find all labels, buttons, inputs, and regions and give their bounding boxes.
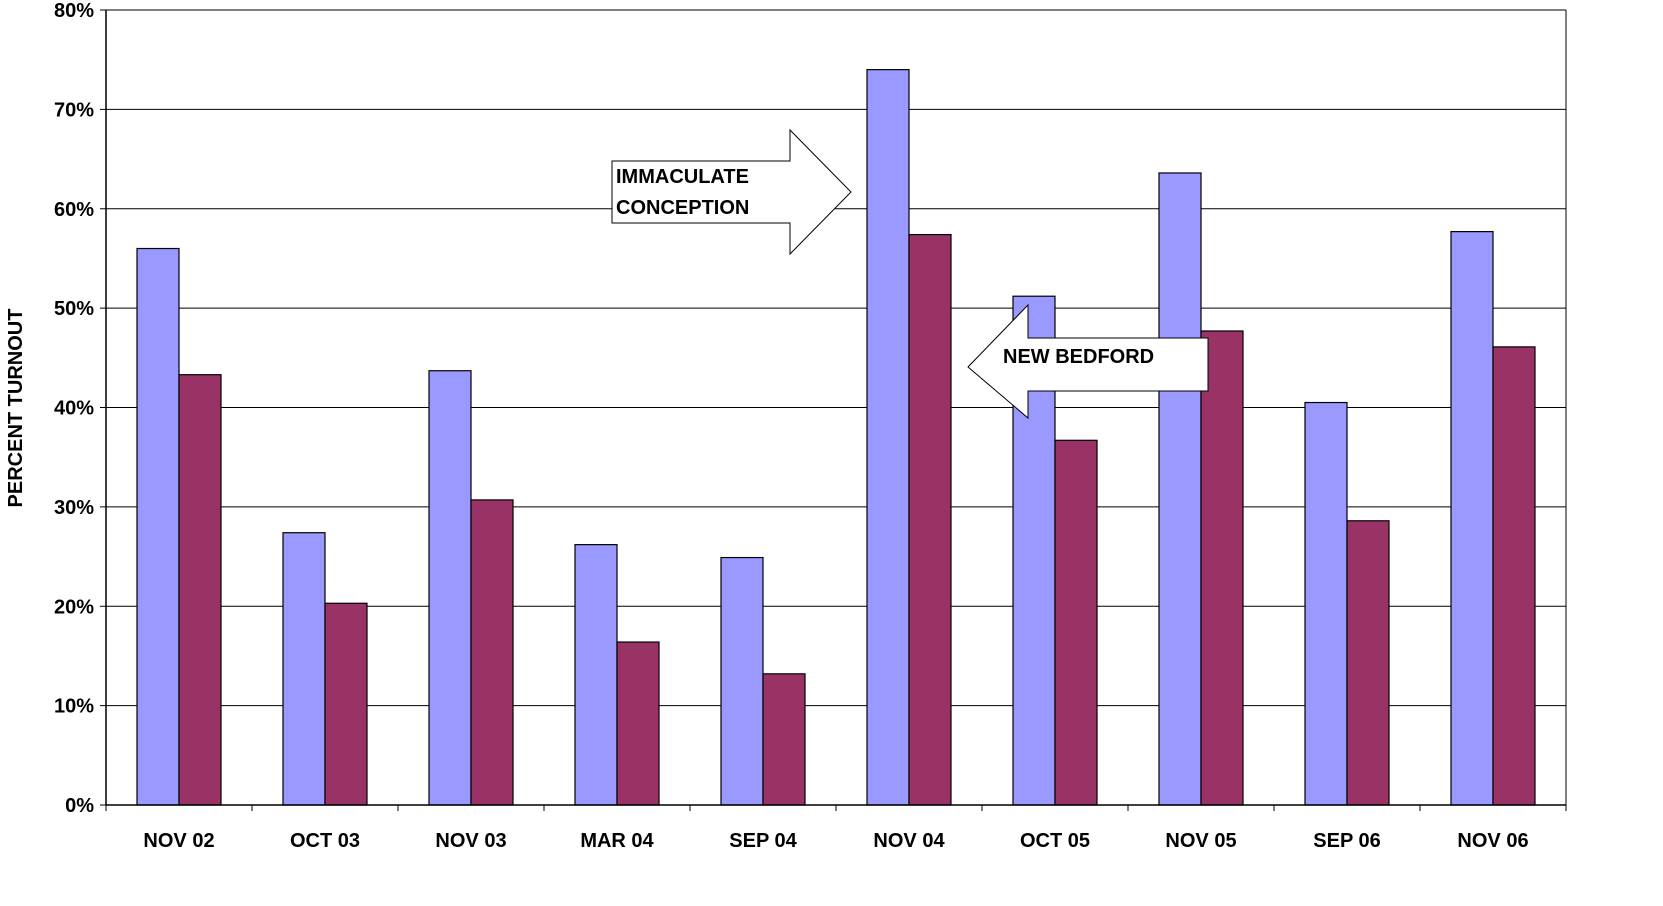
bar-oct-05-series-2	[1054, 439, 1098, 806]
x-category-label: NOV 04	[873, 830, 945, 852]
x-category-label: MAR 04	[580, 830, 654, 852]
annotation-label-line1: IMMACULATE	[616, 166, 749, 188]
bar-sep-06-series-1	[1304, 401, 1348, 806]
x-category-label: OCT 03	[290, 830, 360, 852]
x-category-labels: NOV 02 OCT 03 NOV 03 MAR 04 SEP 04 NOV 04 OCT …	[143, 830, 1528, 852]
x-category-label: NOV 05	[1165, 830, 1236, 852]
bar-nov-04-series-1	[866, 69, 910, 806]
bar-nov-05-series-1	[1158, 172, 1202, 806]
annotation-label: NEW BEDFORD	[1003, 346, 1154, 368]
bar-sep-06-series-2	[1346, 520, 1390, 806]
x-category-label: SEP 04	[729, 830, 797, 852]
bar-nov-03-series-1	[428, 370, 472, 806]
bar-oct-03-series-2	[324, 602, 368, 806]
right-arrow-shape	[611, 128, 852, 256]
y-tick-label: 50%	[54, 298, 94, 320]
bar-sep-04-series-1	[720, 556, 764, 806]
x-category-label: SEP 06	[1313, 830, 1380, 852]
axes	[100, 9, 1567, 811]
y-tick-label: 20%	[54, 596, 94, 618]
y-axis-title: PERCENT TURNOUT	[5, 309, 27, 508]
bar-nov-02-series-1	[136, 247, 180, 806]
bar-sep-04-series-2	[762, 673, 806, 806]
y-tick-labels: 0% 10% 20% 30% 40% 50% 60% 70% 80%	[54, 0, 94, 817]
bar-nov-06-series-2	[1492, 346, 1536, 806]
y-tick-label: 60%	[54, 199, 94, 221]
bar-nov-02-series-2	[178, 374, 222, 806]
y-tick-label: 0%	[65, 795, 94, 817]
bar-nov-06-series-1	[1450, 231, 1494, 806]
y-tick-label: 80%	[54, 0, 94, 22]
bar-mar-04-series-2	[616, 641, 660, 806]
annotation-immaculate-conception-arrow: IMMACULATE CONCEPTION	[611, 128, 852, 256]
y-tick-label: 30%	[54, 497, 94, 519]
left-arrow-shape	[967, 303, 1209, 420]
x-category-label: NOV 06	[1457, 830, 1528, 852]
bar-nov-04-series-2	[908, 233, 952, 806]
bar-nov-05-series-2	[1200, 330, 1244, 806]
x-category-label: OCT 05	[1020, 830, 1090, 852]
bar-oct-03-series-1	[282, 532, 326, 806]
bar-nov-03-series-2	[470, 499, 514, 806]
bar-mar-04-series-1	[574, 544, 618, 806]
annotation-new-bedford-arrow: NEW BEDFORD	[967, 303, 1209, 420]
y-tick-label: 10%	[54, 696, 94, 718]
x-category-label: NOV 03	[435, 830, 506, 852]
annotation-label-line2: CONCEPTION	[616, 197, 749, 219]
y-tick-label: 40%	[54, 398, 94, 420]
y-tick-label: 70%	[54, 99, 94, 121]
x-category-label: NOV 02	[143, 830, 214, 852]
